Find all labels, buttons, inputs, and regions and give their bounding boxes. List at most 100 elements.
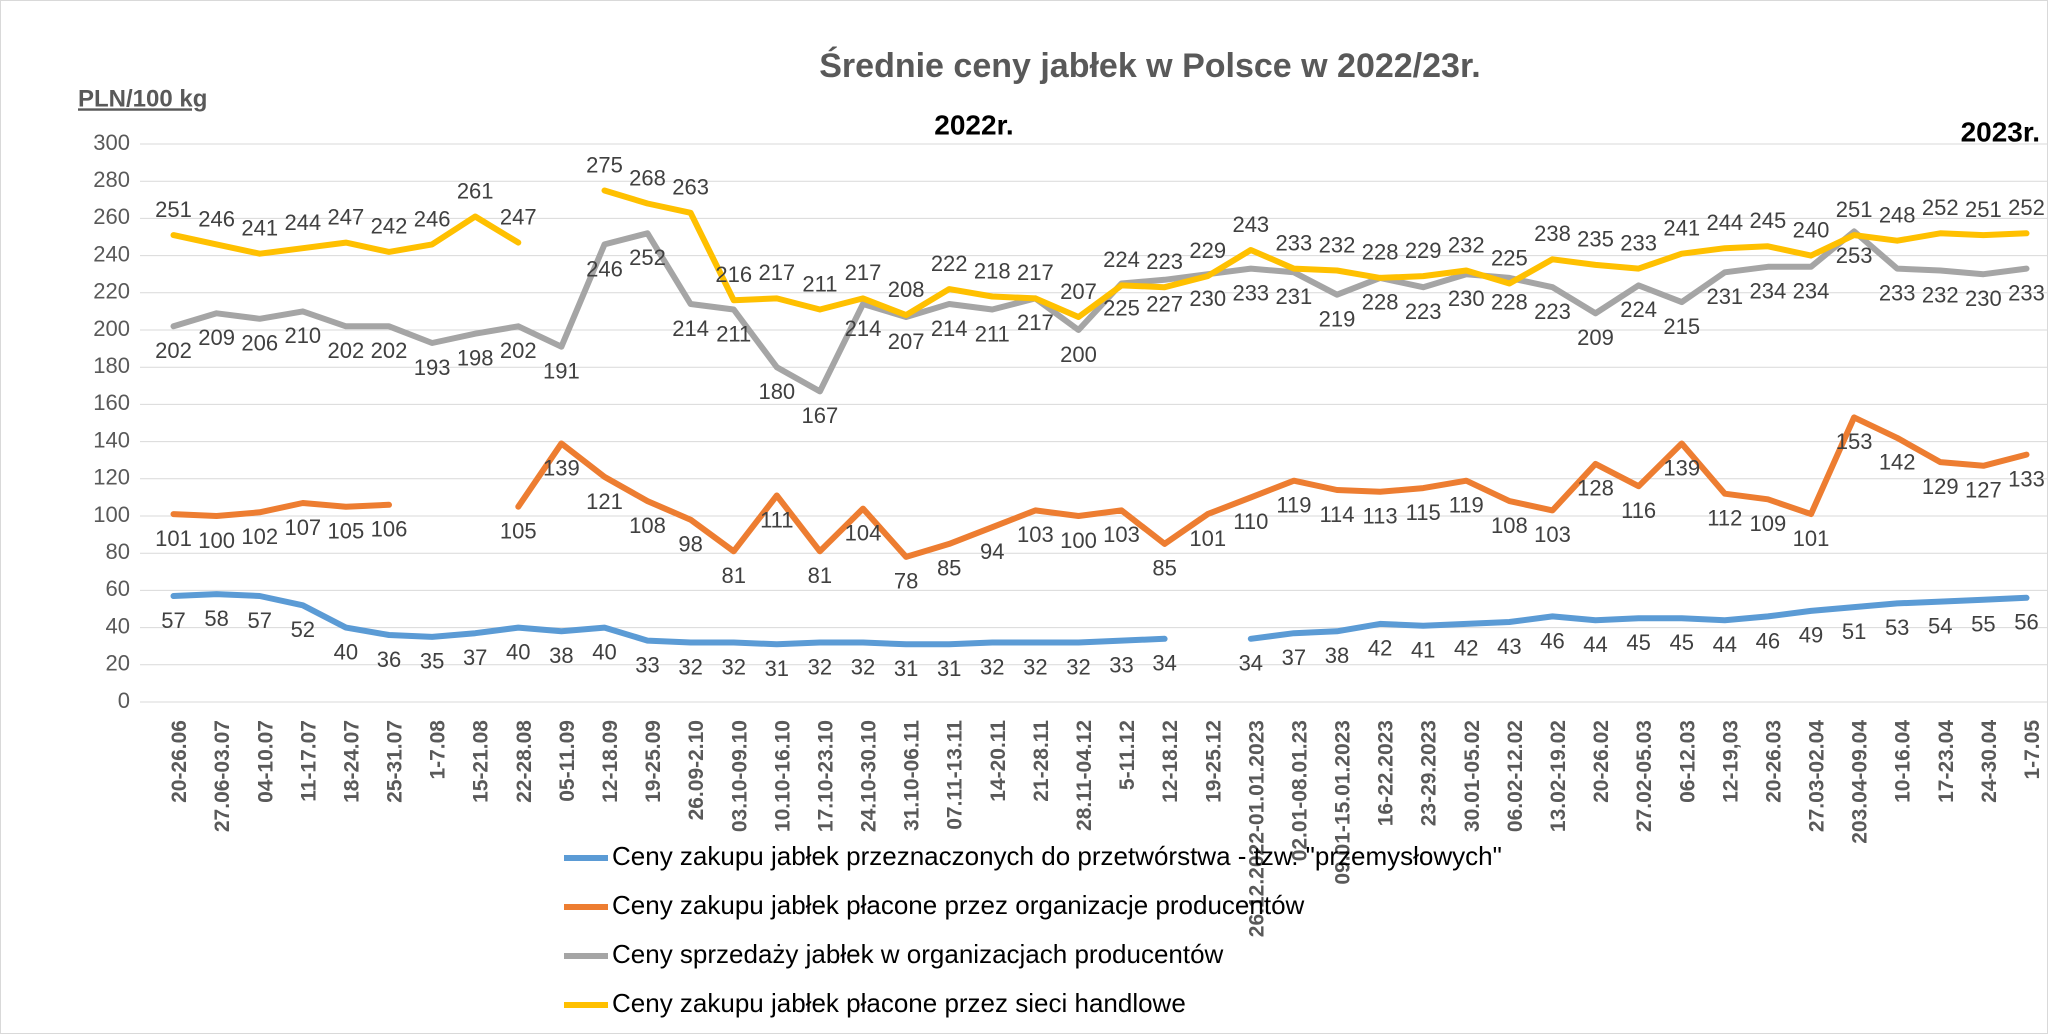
x-tick-label: 13.02-19.02 — [1547, 720, 1570, 832]
data-label: 111 — [760, 507, 793, 532]
data-label: 58 — [204, 606, 228, 631]
data-label: 251 — [1965, 197, 2002, 222]
x-tick-label: 15-21.08 — [470, 720, 493, 803]
data-label: 275 — [586, 152, 623, 177]
data-label: 233 — [1232, 280, 1269, 305]
y-tick-label: 120 — [93, 465, 130, 490]
data-label: 38 — [549, 643, 573, 668]
data-label: 231 — [1706, 284, 1743, 309]
data-label: 44 — [1583, 632, 1607, 657]
data-label: 211 — [802, 271, 837, 296]
data-label: 46 — [1756, 628, 1780, 653]
data-label: 127 — [1965, 478, 2002, 503]
x-tick-label: 1-7.05 — [2021, 720, 2044, 780]
data-label: 119 — [1449, 492, 1484, 517]
data-label: 103 — [1103, 522, 1140, 547]
data-label: 109 — [1750, 511, 1787, 536]
data-label: 248 — [1879, 203, 1916, 228]
data-label: 31 — [894, 656, 918, 681]
data-label: 34 — [1152, 651, 1176, 676]
data-label: 241 — [241, 216, 278, 241]
y-tick-label: 300 — [93, 130, 130, 155]
data-label: 234 — [1750, 279, 1787, 304]
data-label: 246 — [586, 256, 623, 281]
y-tick-label: 80 — [106, 539, 130, 564]
data-label: 230 — [1965, 286, 2002, 311]
data-label: 233 — [1276, 230, 1313, 255]
annotation: 2022r. — [934, 109, 1013, 140]
data-label: 106 — [371, 517, 408, 542]
x-tick-label: 25-31.07 — [384, 720, 407, 803]
data-label: 232 — [1448, 232, 1485, 257]
x-tick-label: 07.11-13.11 — [944, 720, 967, 830]
data-label: 102 — [241, 524, 278, 549]
data-label: 222 — [931, 251, 968, 276]
data-label: 110 — [1233, 509, 1268, 534]
data-label: 114 — [1319, 502, 1354, 527]
data-label: 216 — [715, 262, 752, 287]
data-label: 228 — [1362, 290, 1399, 315]
data-label: 142 — [1879, 450, 1916, 475]
x-tick-label: 203.04-09.04 — [1849, 720, 1872, 844]
data-label: 40 — [592, 639, 616, 664]
x-tick-label: 24-30.04 — [1978, 720, 2001, 803]
x-tick-label: 12-18.12 — [1159, 720, 1182, 803]
x-tick-label: 20-26.03 — [1762, 720, 1785, 803]
data-label: 33 — [1109, 652, 1133, 677]
data-label: 202 — [371, 338, 408, 363]
x-tick-label: 26.12.2022-01.01.2023 — [1245, 720, 1268, 937]
y-tick-label: 100 — [93, 502, 130, 527]
data-label: 242 — [371, 214, 408, 239]
x-tick-label: 16-22.2023 — [1375, 720, 1398, 826]
data-label: 128 — [1577, 476, 1614, 501]
legend-label: Ceny zakupu jabłek przeznaczonych do prz… — [612, 841, 1502, 871]
data-label: 232 — [1319, 232, 1356, 257]
data-label: 32 — [1066, 654, 1090, 679]
data-label: 214 — [672, 316, 709, 341]
data-label: 246 — [198, 206, 235, 231]
y-tick-label: 180 — [93, 353, 130, 378]
y-tick-label: 40 — [106, 613, 130, 638]
data-label: 214 — [931, 316, 968, 341]
data-label: 42 — [1368, 636, 1392, 661]
data-label: 244 — [284, 210, 321, 235]
data-label: 268 — [629, 165, 666, 190]
data-label: 101 — [1189, 526, 1226, 551]
data-label: 207 — [888, 329, 925, 354]
data-label: 215 — [1663, 314, 1700, 339]
data-label: 49 — [1799, 623, 1823, 648]
data-label: 129 — [1922, 474, 1959, 499]
data-label: 224 — [1103, 247, 1140, 272]
x-tick-label: 05-11.09 — [556, 720, 579, 802]
data-label: 78 — [894, 569, 918, 594]
x-tick-label: 30.01-05.02 — [1461, 720, 1484, 832]
data-label: 223 — [1146, 249, 1183, 274]
data-label: 100 — [1060, 528, 1097, 553]
data-label: 101 — [1793, 526, 1830, 551]
data-label: 43 — [1497, 634, 1521, 659]
data-label: 211 — [975, 321, 1010, 346]
data-label: 167 — [802, 403, 839, 428]
data-label: 81 — [808, 563, 832, 588]
y-tick-label: 160 — [93, 390, 130, 415]
data-label: 37 — [1282, 645, 1306, 670]
data-label: 209 — [198, 325, 235, 350]
x-tick-label: 03.10-09.10 — [728, 720, 751, 832]
data-label: 51 — [1842, 619, 1866, 644]
data-label: 241 — [1663, 216, 1700, 241]
data-label: 225 — [1491, 245, 1528, 270]
data-label: 41 — [1411, 638, 1435, 663]
data-label: 246 — [414, 206, 451, 231]
data-label: 228 — [1491, 290, 1528, 315]
x-tick-label: 31.10-06.11 — [901, 720, 924, 831]
data-label: 252 — [1922, 195, 1959, 220]
y-axis-label: PLN/100 kg — [78, 85, 207, 112]
data-label: 115 — [1406, 500, 1441, 525]
data-label: 56 — [2014, 610, 2038, 635]
data-label: 139 — [543, 455, 580, 480]
data-label: 206 — [241, 331, 278, 356]
data-label: 223 — [1534, 299, 1571, 324]
data-label: 228 — [1362, 240, 1399, 265]
data-label: 235 — [1577, 227, 1614, 252]
data-label: 81 — [721, 563, 745, 588]
